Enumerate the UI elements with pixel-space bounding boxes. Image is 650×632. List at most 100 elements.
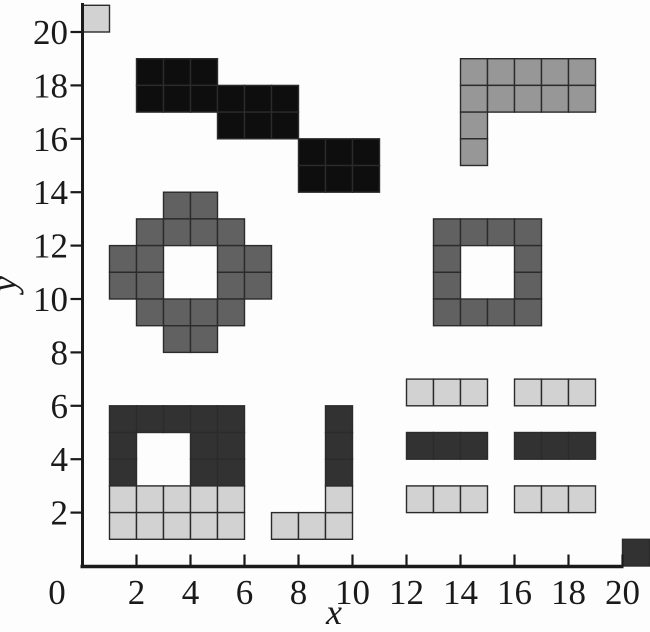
y-tick-label: 6	[51, 387, 69, 426]
diamond-ring-cell	[216, 298, 246, 327]
y-tick-label: 2	[51, 494, 69, 533]
x-tick-label: 18	[551, 573, 586, 612]
x-tick-label: 0	[48, 573, 66, 612]
dark-ring-bottom-left-cell	[108, 405, 138, 434]
diamond-ring-cell	[162, 298, 192, 327]
y-tick-label: 12	[33, 227, 68, 266]
black-staircase-cell	[216, 84, 246, 113]
x-tick-label: 4	[182, 573, 200, 612]
gray-l-shape-top-right-cell	[567, 84, 597, 113]
y-tick-label: 8	[51, 333, 69, 372]
light-base-bottom-left-cell	[162, 485, 192, 514]
dark-bars-row-middle-cell	[405, 431, 435, 460]
light-bars-row-top-cell	[513, 378, 543, 407]
dark-ring-bottom-left-cell	[189, 431, 219, 460]
square-ring-cell	[432, 298, 462, 327]
light-bars-row-top-cell	[405, 378, 435, 407]
square-ring-cell	[513, 244, 543, 274]
light-bars-row-top-cell	[432, 378, 462, 407]
gray-l-shape-top-right-cell	[459, 138, 489, 167]
black-staircase-cell	[270, 111, 300, 140]
black-staircase-cell	[162, 84, 192, 113]
square-ring-cell	[432, 244, 462, 274]
light-bars-row-top-cell	[540, 378, 570, 407]
square-ring-cell	[513, 271, 543, 300]
x-tick-label: 20	[605, 573, 640, 612]
light-bars-row-bottom-cell	[540, 485, 570, 514]
square-ring-cell	[513, 218, 543, 247]
light-base-bottom-left-cell	[135, 485, 165, 514]
diamond-ring-cell	[189, 191, 219, 220]
single-light-cell-top-left-cell	[81, 4, 111, 33]
light-base-bottom-left-cell	[108, 485, 138, 514]
black-staircase-cell	[216, 111, 246, 140]
light-base-bottom-left-cell	[216, 511, 246, 540]
gray-l-shape-top-right-cell	[459, 111, 489, 140]
light-base-bottom-left-cell	[216, 485, 246, 514]
black-staircase-cell	[270, 84, 300, 113]
diamond-ring-cell	[108, 271, 138, 300]
diamond-ring-cell	[216, 271, 246, 300]
black-staircase-cell	[135, 84, 165, 113]
diamond-ring-cell	[135, 298, 165, 327]
dark-ring-bottom-left-cell	[108, 431, 138, 460]
gray-l-shape-top-right-cell	[486, 84, 516, 113]
light-base-bottom-left-cell	[189, 511, 219, 540]
diamond-ring-cell	[162, 218, 192, 247]
dark-bars-row-middle-cell	[432, 431, 462, 460]
gray-l-shape-top-right-cell	[459, 84, 489, 113]
light-base-bottom-left-cell	[135, 511, 165, 540]
dark-bars-row-middle-cell	[459, 431, 489, 460]
diamond-ring-cell	[216, 244, 246, 274]
x-tick-label: 6	[236, 573, 254, 612]
black-staircase-cell	[135, 58, 165, 87]
j-shape-light-part-cell	[270, 511, 300, 540]
gray-l-shape-top-right-cell	[540, 58, 570, 87]
diamond-ring-cell	[162, 191, 192, 220]
diamond-ring-cell	[189, 298, 219, 327]
y-tick-label: 20	[33, 13, 68, 52]
x-tick-label: 10	[335, 573, 370, 612]
j-shape-dark-part-cell	[324, 405, 354, 434]
square-ring-cell	[513, 298, 543, 327]
x-tick-label: 12	[389, 573, 424, 612]
dark-ring-bottom-left-cell	[216, 431, 246, 460]
gray-l-shape-top-right-cell	[540, 84, 570, 113]
black-staircase-cell	[351, 138, 381, 167]
light-bars-row-bottom-cell	[432, 485, 462, 514]
dark-ring-bottom-left-cell	[135, 405, 165, 434]
light-bars-row-bottom-cell	[405, 485, 435, 514]
dark-ring-bottom-left-cell	[162, 405, 192, 434]
square-ring-cell	[486, 218, 516, 247]
light-bars-row-bottom-cell	[513, 485, 543, 514]
y-tick-label: 18	[33, 66, 68, 105]
dark-ring-bottom-left-cell	[189, 405, 219, 434]
gray-l-shape-top-right-cell	[513, 84, 543, 113]
diamond-ring-cell	[135, 218, 165, 247]
black-staircase-cell	[243, 111, 273, 140]
dark-bars-row-middle-cell	[567, 431, 597, 460]
j-shape-dark-part-cell	[324, 458, 354, 487]
dark-bars-row-middle-cell	[540, 431, 570, 460]
square-ring-cell	[486, 298, 516, 327]
gray-l-shape-top-right-cell	[486, 58, 516, 87]
j-shape-dark-part-cell	[324, 431, 354, 460]
diamond-ring-cell	[189, 325, 219, 354]
diamond-ring-cell	[216, 218, 246, 247]
y-tick-label: 16	[33, 120, 68, 159]
diamond-ring-cell	[108, 244, 138, 274]
dark-ring-bottom-left-cell	[216, 405, 246, 434]
black-staircase-cell	[189, 58, 219, 87]
black-staircase-cell	[324, 164, 354, 193]
light-base-bottom-left-cell	[162, 511, 192, 540]
gray-l-shape-top-right-cell	[567, 58, 597, 87]
j-shape-light-part-cell	[324, 485, 354, 514]
black-staircase-cell	[243, 84, 273, 113]
diamond-ring-cell	[243, 271, 273, 300]
x-tick-label: 16	[497, 573, 532, 612]
single-dark-cell-bottom-right-cell	[621, 538, 650, 567]
light-bars-row-bottom-cell	[567, 485, 597, 514]
gray-l-shape-top-right-cell	[513, 58, 543, 87]
